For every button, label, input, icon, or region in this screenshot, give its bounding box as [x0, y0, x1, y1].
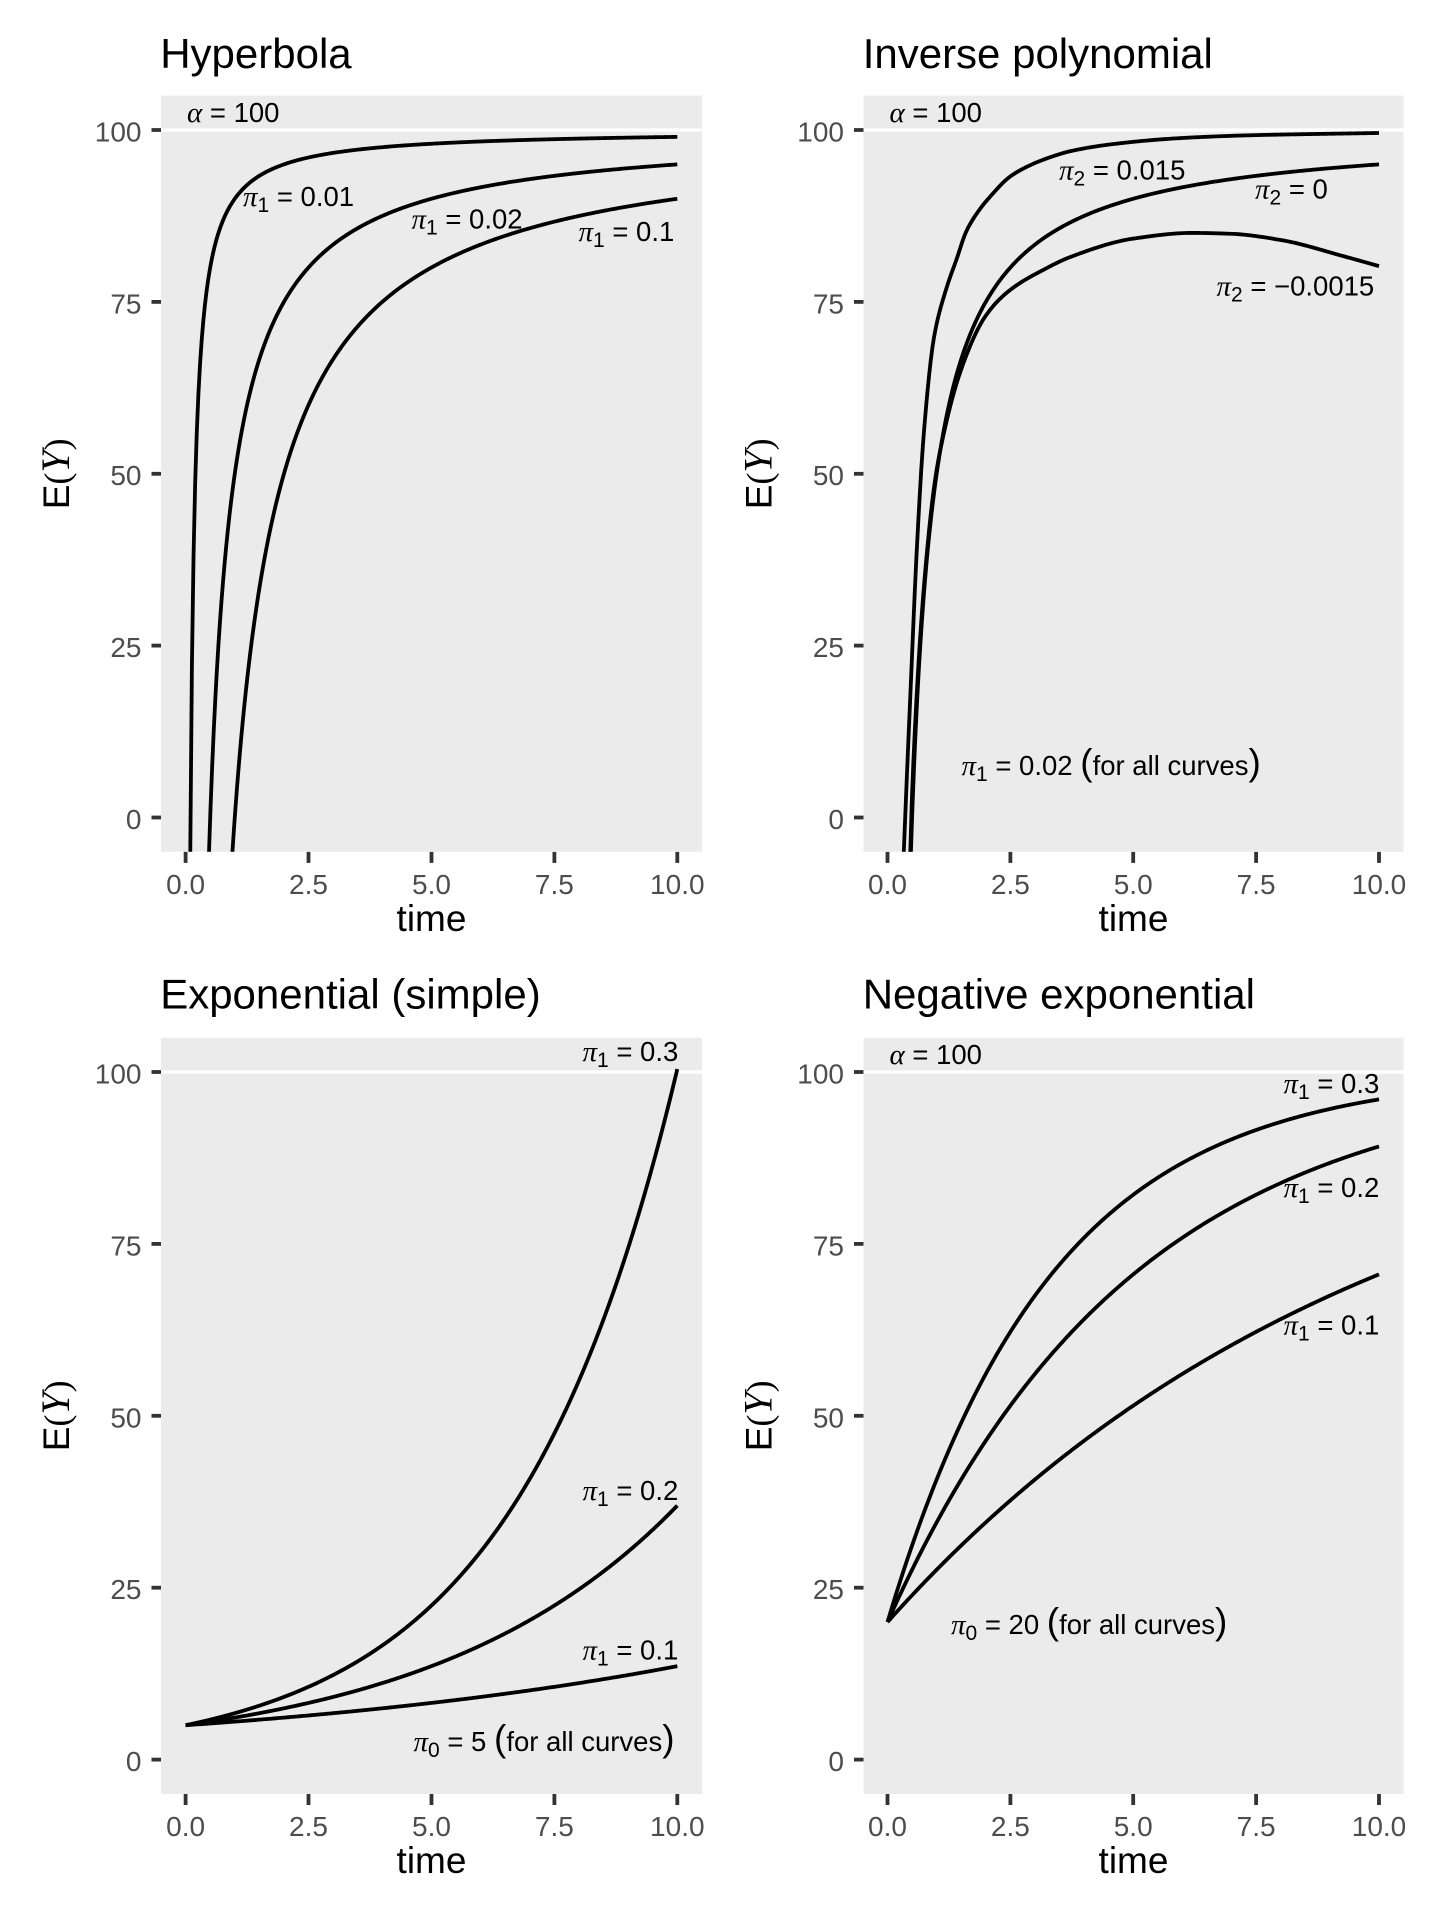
svg-text:time: time: [397, 1840, 467, 1881]
svg-text:time: time: [397, 898, 467, 939]
svg-text:π2 = −0.0015: π2 = −0.0015: [1217, 271, 1375, 307]
svg-text:E(Y): E(Y): [736, 1380, 781, 1451]
svg-text:0: 0: [126, 804, 142, 835]
svg-text:7.5: 7.5: [535, 869, 574, 900]
svg-text:75: 75: [110, 1230, 141, 1261]
svg-text:25: 25: [110, 632, 141, 663]
svg-text:25: 25: [813, 632, 844, 663]
svg-text:π1 = 0.1: π1 = 0.1: [579, 216, 675, 252]
svg-text:2.5: 2.5: [991, 1811, 1030, 1842]
svg-text:α = 100: α = 100: [890, 97, 982, 129]
svg-text:E(Y): E(Y): [736, 438, 781, 509]
svg-text:time: time: [1099, 1840, 1169, 1881]
svg-text:π1 = 0.1: π1 = 0.1: [583, 1635, 679, 1671]
svg-text:10.0: 10.0: [650, 1811, 705, 1842]
svg-text:50: 50: [813, 1402, 844, 1433]
svg-text:100: 100: [95, 1059, 142, 1090]
svg-text:α = 100: α = 100: [890, 1039, 982, 1071]
svg-text:5.0: 5.0: [1114, 869, 1153, 900]
svg-text:π1 = 0.3: π1 = 0.3: [1284, 1068, 1380, 1104]
svg-text:7.5: 7.5: [1237, 1811, 1276, 1842]
svg-text:0.0: 0.0: [868, 1811, 907, 1842]
svg-text:time: time: [1099, 898, 1169, 939]
svg-text:Exponential (simple): Exponential (simple): [160, 971, 541, 1018]
svg-text:π1 = 0.02: π1 = 0.02: [412, 204, 523, 240]
svg-text:2.5: 2.5: [991, 869, 1030, 900]
svg-text:7.5: 7.5: [1237, 869, 1276, 900]
svg-text:0: 0: [828, 1746, 844, 1777]
svg-text:0.0: 0.0: [868, 869, 907, 900]
svg-text:25: 25: [813, 1574, 844, 1605]
svg-text:50: 50: [110, 460, 141, 491]
svg-text:7.5: 7.5: [535, 1811, 574, 1842]
svg-text:0.0: 0.0: [166, 869, 205, 900]
svg-text:5.0: 5.0: [1114, 1811, 1153, 1842]
svg-text:Inverse polynomial: Inverse polynomial: [863, 30, 1213, 77]
svg-text:π1 = 0.2: π1 = 0.2: [583, 1475, 679, 1511]
svg-text:Hyperbola: Hyperbola: [160, 30, 352, 77]
svg-text:75: 75: [110, 288, 141, 319]
svg-text:5.0: 5.0: [412, 869, 451, 900]
svg-text:π1 = 0.1: π1 = 0.1: [1284, 1310, 1380, 1346]
svg-text:5.0: 5.0: [412, 1811, 451, 1842]
svg-text:2.5: 2.5: [289, 1811, 328, 1842]
svg-text:25: 25: [110, 1574, 141, 1605]
svg-text:100: 100: [797, 1059, 844, 1090]
svg-text:10.0: 10.0: [650, 869, 705, 900]
svg-text:Negative exponential: Negative exponential: [863, 971, 1255, 1018]
svg-text:E(Y): E(Y): [33, 438, 78, 509]
svg-text:100: 100: [797, 117, 844, 148]
svg-text:2.5: 2.5: [289, 869, 328, 900]
svg-text:π1 = 0.3: π1 = 0.3: [583, 1036, 679, 1072]
svg-text:100: 100: [95, 117, 142, 148]
svg-text:π2 = 0.015: π2 = 0.015: [1059, 155, 1185, 191]
svg-text:50: 50: [813, 460, 844, 491]
svg-text:α = 100: α = 100: [187, 97, 279, 129]
svg-text:50: 50: [110, 1402, 141, 1433]
svg-text:0.0: 0.0: [166, 1811, 205, 1842]
svg-text:π2 = 0: π2 = 0: [1255, 174, 1328, 210]
svg-text:0: 0: [126, 1746, 142, 1777]
svg-text:75: 75: [813, 288, 844, 319]
svg-text:75: 75: [813, 1230, 844, 1261]
svg-text:E(Y): E(Y): [33, 1380, 78, 1451]
svg-text:10.0: 10.0: [1352, 1811, 1407, 1842]
svg-text:10.0: 10.0: [1352, 869, 1407, 900]
svg-text:π1 = 0.2: π1 = 0.2: [1284, 1172, 1380, 1208]
svg-text:π1 = 0.01: π1 = 0.01: [243, 181, 354, 217]
svg-text:0: 0: [828, 804, 844, 835]
